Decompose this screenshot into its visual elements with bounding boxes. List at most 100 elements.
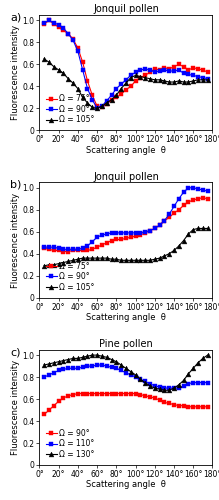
Ω = 130° bbox=[158, 386, 161, 392]
Ω = 130° bbox=[115, 358, 118, 364]
Ω = 75° bbox=[43, 21, 46, 27]
Ω = 90° bbox=[53, 244, 55, 250]
Ω = 105° bbox=[120, 86, 122, 91]
Ω = 90° bbox=[182, 70, 185, 76]
Y-axis label: Fluorescence intensity: Fluorescence intensity bbox=[11, 192, 20, 288]
Ω = 90° bbox=[115, 390, 118, 396]
Ω = 130° bbox=[144, 380, 147, 386]
Ω = 90° bbox=[120, 230, 122, 236]
Ω = 90° bbox=[101, 103, 103, 109]
Ω = 110° bbox=[192, 380, 194, 386]
Ω = 90° bbox=[125, 77, 127, 83]
Ω = 130° bbox=[72, 356, 74, 362]
Ω = 105° bbox=[158, 77, 161, 83]
Ω = 105° bbox=[125, 80, 127, 86]
Ω = 90° bbox=[173, 204, 175, 210]
Ω = 90° bbox=[77, 246, 79, 252]
Ω = 105° bbox=[77, 86, 79, 91]
Ω = 75° bbox=[129, 234, 132, 240]
Ω = 110° bbox=[67, 366, 70, 372]
Ω = 90° bbox=[129, 72, 132, 78]
Ω = 105° bbox=[105, 100, 108, 106]
Line: Ω = 90°: Ω = 90° bbox=[42, 391, 210, 417]
Ω = 75° bbox=[67, 248, 70, 254]
Line: Ω = 130°: Ω = 130° bbox=[42, 352, 210, 393]
Ω = 105° bbox=[101, 103, 103, 109]
Ω = 90° bbox=[163, 67, 166, 73]
Ω = 90° bbox=[144, 229, 147, 235]
Ω = 105° bbox=[129, 258, 132, 264]
Ω = 130° bbox=[163, 388, 166, 394]
Ω = 105° bbox=[139, 74, 142, 80]
Ω = 75° bbox=[120, 91, 122, 97]
Ω = 105° bbox=[182, 238, 185, 244]
Line: Ω = 110°: Ω = 110° bbox=[42, 362, 210, 390]
Ω = 130° bbox=[154, 385, 156, 391]
Ω = 105° bbox=[182, 79, 185, 85]
Ω = 90° bbox=[192, 72, 194, 78]
Ω = 105° bbox=[139, 258, 142, 264]
Ω = 75° bbox=[177, 207, 180, 213]
Ω = 75° bbox=[173, 64, 175, 70]
Ω = 75° bbox=[67, 30, 70, 36]
Ω = 75° bbox=[197, 66, 199, 72]
Ω = 90° bbox=[192, 185, 194, 191]
Ω = 90° bbox=[120, 81, 122, 87]
Ω = 90° bbox=[129, 390, 132, 396]
Ω = 130° bbox=[129, 368, 132, 374]
Ω = 90° bbox=[96, 234, 98, 240]
Ω = 130° bbox=[192, 366, 194, 372]
Ω = 90° bbox=[139, 67, 142, 73]
Ω = 105° bbox=[149, 258, 151, 264]
Title: Jonquil pollen: Jonquil pollen bbox=[93, 4, 159, 14]
Ω = 75° bbox=[168, 214, 170, 220]
Ω = 105° bbox=[81, 94, 84, 100]
Ω = 130° bbox=[101, 353, 103, 359]
Ω = 90° bbox=[154, 226, 156, 232]
X-axis label: Scattering angle  θ: Scattering angle θ bbox=[86, 313, 166, 322]
Ω = 110° bbox=[182, 383, 185, 389]
Ω = 105° bbox=[57, 260, 60, 266]
Text: a): a) bbox=[10, 12, 21, 22]
Ω = 105° bbox=[72, 258, 74, 264]
Ω = 75° bbox=[134, 233, 137, 239]
Ω = 90° bbox=[192, 404, 194, 410]
Ω = 75° bbox=[192, 197, 194, 203]
Ω = 75° bbox=[62, 28, 65, 34]
Ω = 75° bbox=[53, 21, 55, 27]
Ω = 90° bbox=[144, 393, 147, 399]
Ω = 90° bbox=[125, 230, 127, 236]
Line: Ω = 105°: Ω = 105° bbox=[42, 56, 210, 111]
Legend: Ω = 75°, Ω = 90°, Ω = 105°: Ω = 75°, Ω = 90°, Ω = 105° bbox=[43, 92, 97, 126]
Ω = 105° bbox=[62, 70, 65, 76]
Ω = 130° bbox=[149, 383, 151, 389]
Ω = 90° bbox=[91, 96, 94, 102]
Ω = 105° bbox=[67, 76, 70, 82]
Title: Pine pollen: Pine pollen bbox=[99, 339, 153, 349]
Ω = 105° bbox=[158, 255, 161, 261]
Ω = 75° bbox=[43, 245, 46, 251]
Ω = 90° bbox=[43, 412, 46, 418]
Ω = 90° bbox=[62, 25, 65, 31]
Ω = 75° bbox=[81, 60, 84, 66]
Ω = 110° bbox=[115, 366, 118, 372]
Ω = 110° bbox=[134, 374, 137, 380]
Ω = 90° bbox=[149, 394, 151, 400]
Ω = 90° bbox=[177, 402, 180, 408]
Ω = 90° bbox=[201, 404, 204, 410]
Ω = 105° bbox=[177, 243, 180, 249]
Ω = 90° bbox=[206, 404, 209, 410]
Ω = 90° bbox=[206, 188, 209, 194]
Ω = 105° bbox=[144, 74, 147, 80]
Ω = 110° bbox=[62, 366, 65, 372]
Ω = 105° bbox=[154, 77, 156, 83]
Ω = 90° bbox=[120, 390, 122, 396]
Ω = 105° bbox=[187, 231, 190, 237]
Ω = 105° bbox=[115, 92, 118, 98]
Ω = 110° bbox=[168, 385, 170, 391]
Ω = 75° bbox=[81, 248, 84, 254]
Ω = 105° bbox=[110, 96, 113, 102]
Ω = 90° bbox=[173, 402, 175, 407]
Ω = 75° bbox=[182, 202, 185, 208]
Ω = 110° bbox=[125, 370, 127, 376]
